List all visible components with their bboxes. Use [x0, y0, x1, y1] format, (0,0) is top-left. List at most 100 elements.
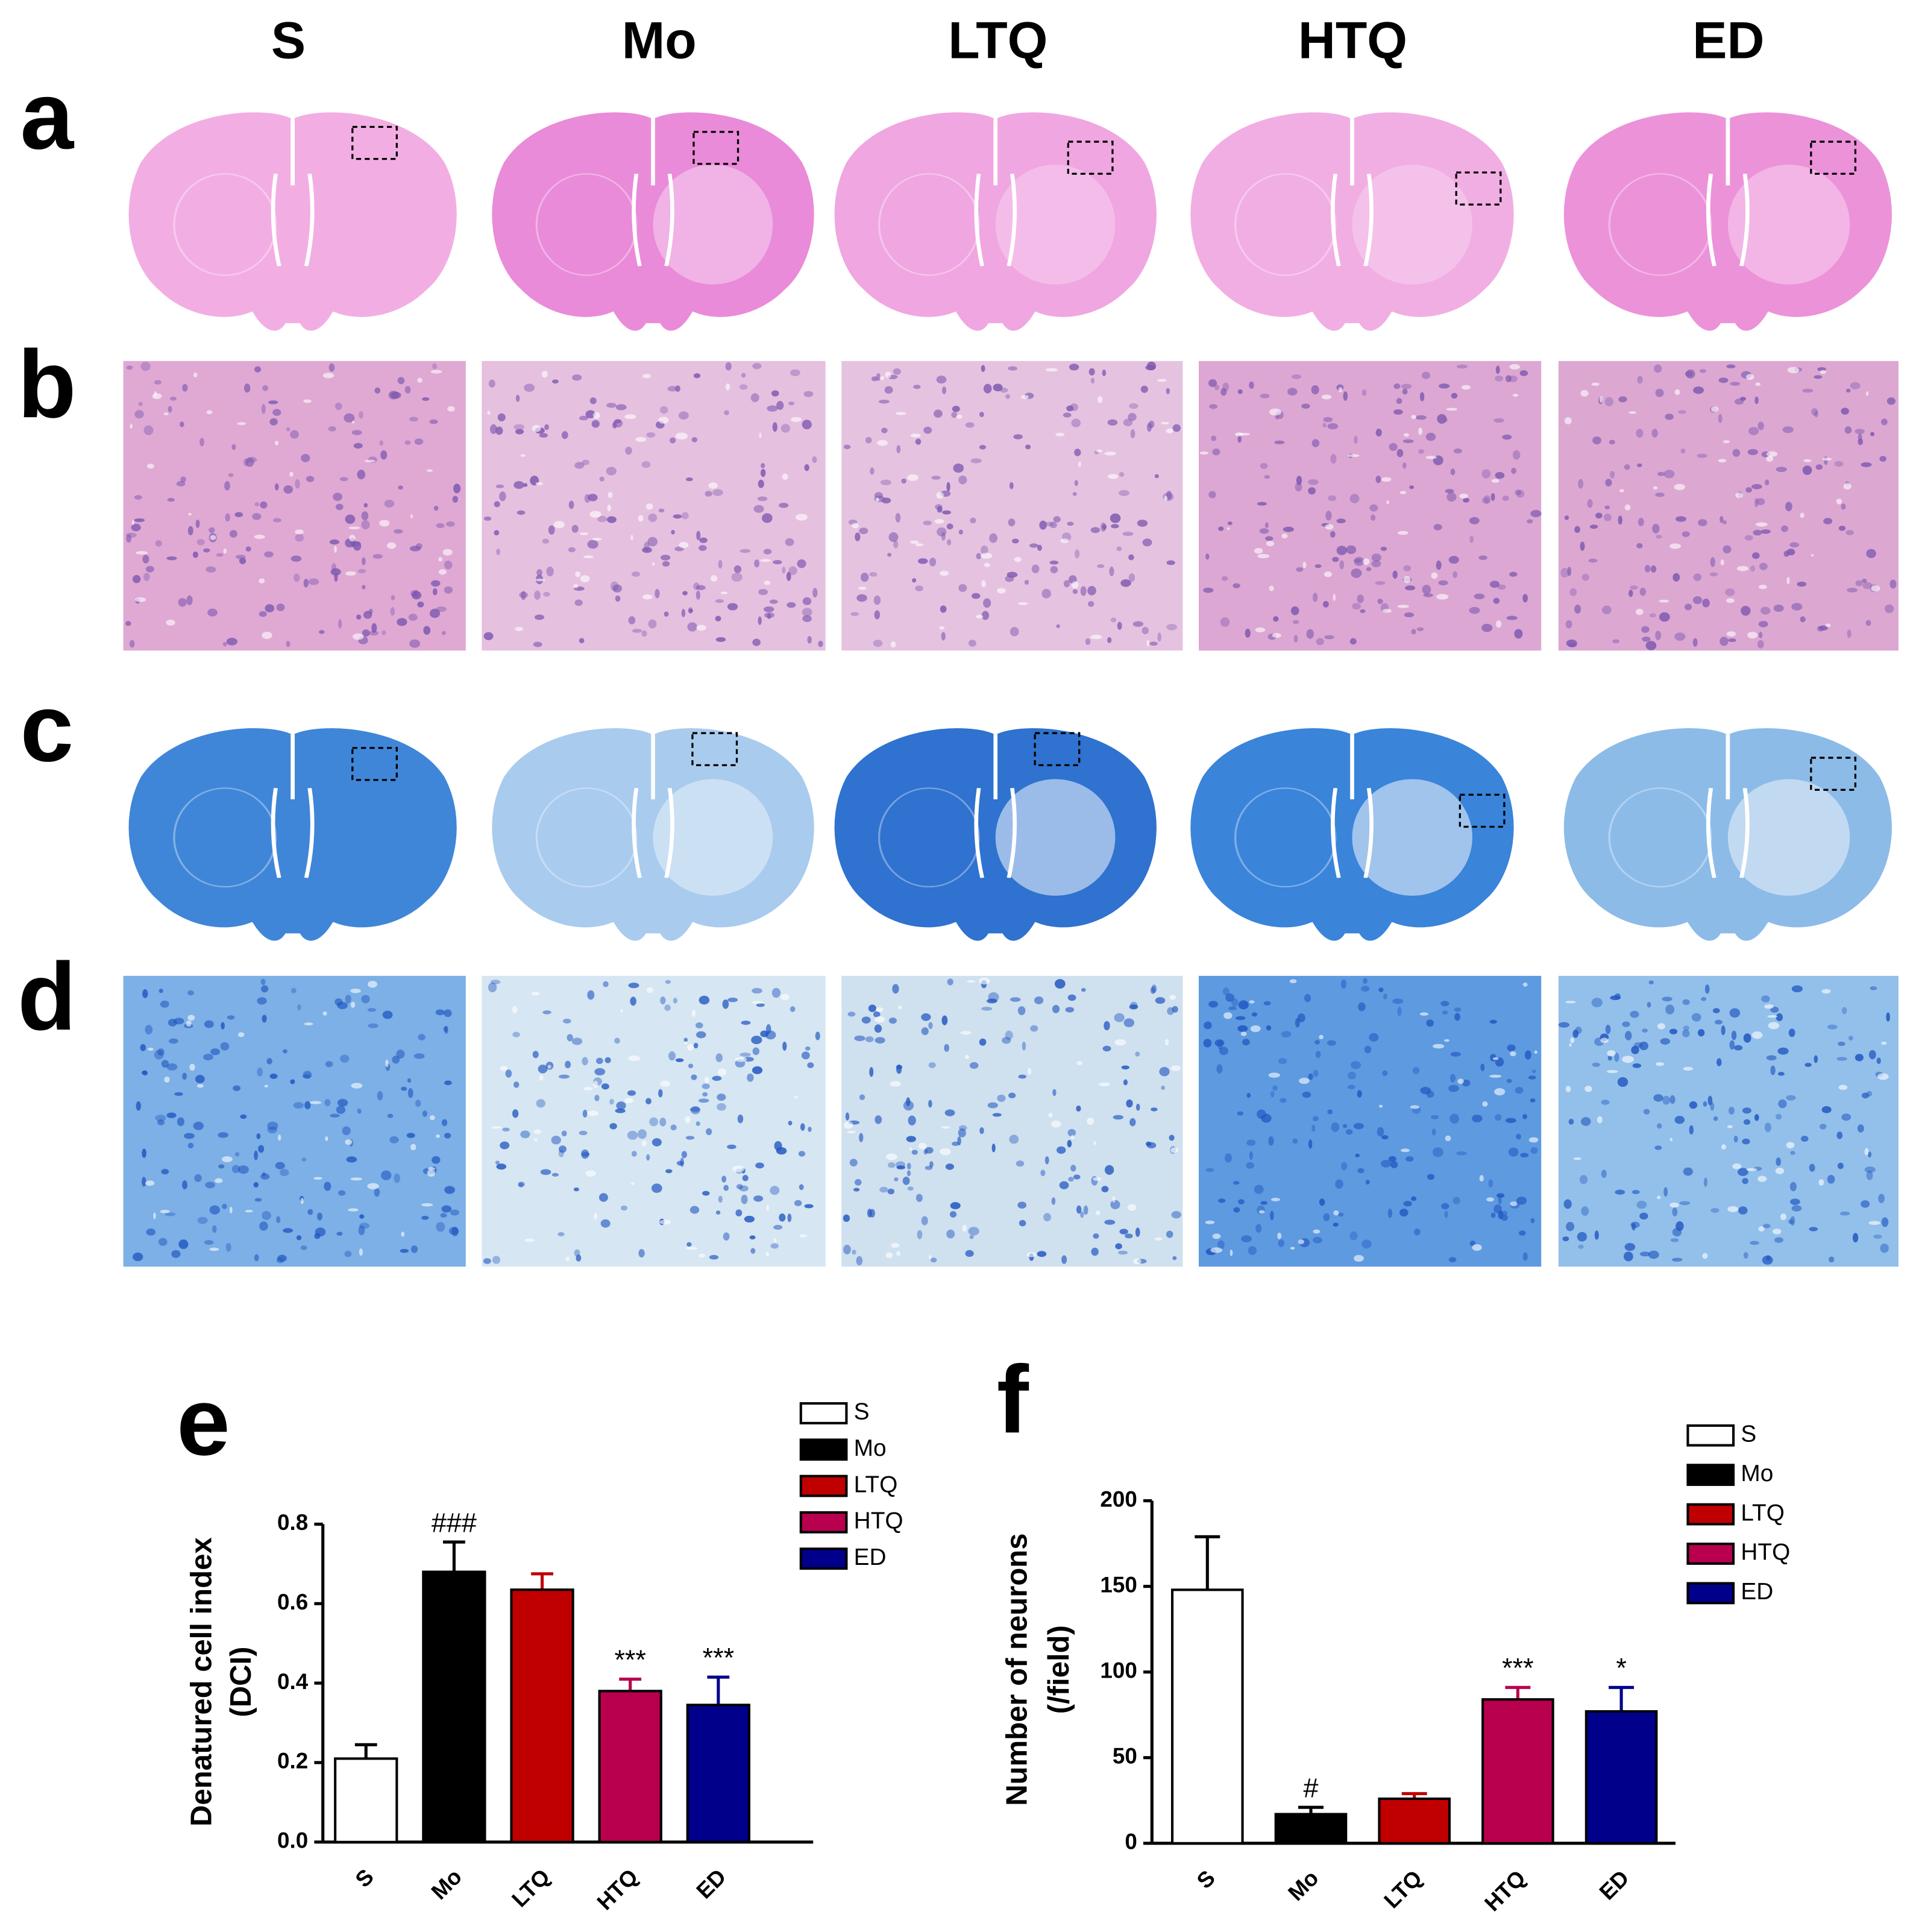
- cell: [1237, 1025, 1248, 1032]
- cell: [767, 405, 778, 412]
- cell: [1659, 612, 1670, 622]
- cell: [1067, 521, 1074, 526]
- cell: [1848, 1036, 1853, 1041]
- cell: [871, 376, 878, 382]
- cell: [187, 990, 194, 996]
- vacuole: [607, 505, 611, 512]
- vacuole: [438, 569, 447, 575]
- cell: [195, 1075, 205, 1084]
- cell: [272, 518, 282, 523]
- cell: [1656, 535, 1662, 539]
- cell: [1369, 504, 1378, 512]
- cell: [1850, 382, 1861, 389]
- vacuole: [720, 591, 727, 594]
- cell: [658, 508, 665, 513]
- cell: [1013, 434, 1023, 439]
- cell: [958, 1128, 966, 1137]
- cell: [787, 1213, 792, 1222]
- cell: [683, 1037, 688, 1042]
- cell: [1313, 1069, 1319, 1077]
- cell: [686, 1242, 692, 1247]
- ventricle: [1706, 118, 1750, 266]
- cell: [1068, 1177, 1074, 1182]
- cell: [1453, 448, 1462, 454]
- cell: [802, 608, 812, 617]
- cell: [1297, 1013, 1305, 1022]
- vacuole: [136, 551, 148, 555]
- cell: [1642, 1028, 1648, 1033]
- vacuole: [1299, 1077, 1310, 1084]
- cell: [1789, 1182, 1797, 1192]
- cell: [1377, 1127, 1384, 1137]
- cell: [293, 1102, 304, 1109]
- cell: [1209, 404, 1218, 409]
- cell: [859, 527, 868, 535]
- cell: [1251, 1012, 1258, 1017]
- cell: [944, 1044, 950, 1052]
- cell: [685, 477, 693, 482]
- cell: [371, 623, 377, 633]
- cell: [609, 1098, 614, 1105]
- vacuole: [696, 625, 706, 631]
- vacuole: [1258, 1210, 1265, 1214]
- cell: [718, 560, 723, 569]
- cell: [265, 604, 275, 612]
- cell: [869, 1067, 874, 1077]
- cell: [324, 1182, 331, 1191]
- cell: [1757, 640, 1764, 649]
- cell: [1222, 987, 1230, 996]
- cell: [218, 1164, 225, 1169]
- vacuole: [1746, 374, 1754, 380]
- cell: [681, 512, 689, 520]
- cell: [603, 981, 609, 987]
- cell: [788, 566, 797, 576]
- cell: [1050, 565, 1058, 574]
- vacuole: [1522, 982, 1528, 987]
- cell: [259, 1221, 268, 1231]
- cell: [928, 1100, 932, 1108]
- cell: [1530, 1098, 1536, 1103]
- cell: [812, 456, 817, 464]
- vacuole: [1492, 1057, 1499, 1060]
- cell: [895, 512, 901, 523]
- cell: [1565, 620, 1572, 629]
- cell: [1618, 396, 1627, 403]
- cell: [548, 525, 555, 535]
- cell: [1674, 632, 1686, 641]
- vacuole: [1564, 417, 1572, 424]
- cell: [1495, 376, 1503, 382]
- vacuole: [1591, 382, 1600, 386]
- cell: [582, 1109, 588, 1118]
- vacuole: [1755, 382, 1761, 386]
- cell: [1672, 1227, 1682, 1237]
- cell: [1742, 1138, 1750, 1145]
- cell: [627, 1130, 638, 1140]
- cell: [1352, 603, 1361, 610]
- column-label: Mo: [622, 11, 697, 69]
- cell: [946, 523, 953, 530]
- cell: [194, 1174, 202, 1182]
- cell: [237, 1165, 249, 1174]
- cell: [884, 386, 893, 394]
- cell: [1311, 1124, 1316, 1132]
- cell: [1734, 398, 1744, 405]
- vacuole: [1775, 1168, 1785, 1174]
- cell: [1886, 397, 1896, 405]
- cell: [740, 549, 751, 553]
- cell: [1270, 1090, 1275, 1098]
- cell: [1044, 1156, 1049, 1165]
- cell: [1052, 1089, 1057, 1097]
- cell: [670, 437, 676, 444]
- cell: [368, 1023, 378, 1028]
- cell: [585, 410, 596, 418]
- cell: [615, 404, 627, 411]
- cell: [1049, 521, 1057, 529]
- cell: [1778, 1099, 1787, 1109]
- cell: [1302, 1091, 1311, 1098]
- cell: [917, 558, 928, 564]
- cell: [1776, 467, 1787, 473]
- cell: [802, 597, 812, 605]
- vacuole: [635, 436, 647, 442]
- cell: [338, 1190, 346, 1196]
- cell: [1641, 626, 1650, 633]
